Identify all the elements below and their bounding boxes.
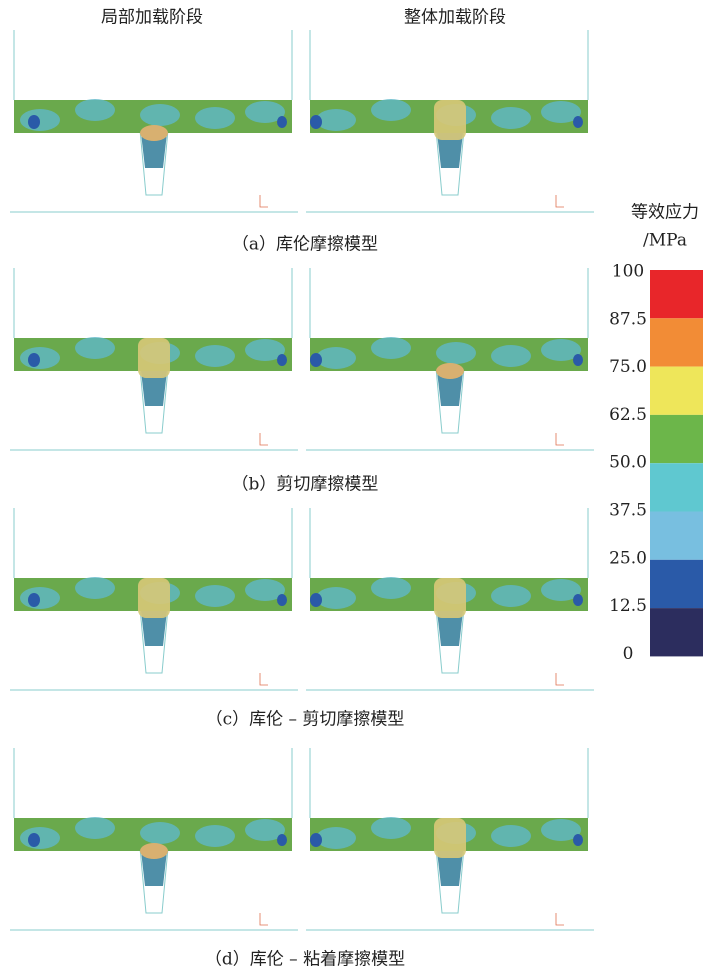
stress-zone xyxy=(434,818,466,858)
stress-patch xyxy=(371,99,411,121)
stress-patch xyxy=(371,577,411,599)
caption: （a）库伦摩擦模型 xyxy=(232,235,378,255)
legend-swatch xyxy=(650,512,703,560)
axis-glyph xyxy=(260,433,268,445)
caption: （b）剪切摩擦模型 xyxy=(232,475,379,495)
fem-panel xyxy=(306,508,594,690)
stress-patch xyxy=(195,585,235,607)
stress-patch xyxy=(316,587,356,609)
legend-swatch xyxy=(650,608,703,656)
legend-label: 37.5 xyxy=(609,501,647,521)
legend-swatch xyxy=(650,463,703,511)
stress-patch xyxy=(316,827,356,849)
axis-glyph xyxy=(556,195,564,207)
axis-glyph xyxy=(556,673,564,685)
stress-core xyxy=(573,594,583,606)
stress-patch xyxy=(371,817,411,839)
stress-core xyxy=(573,834,583,846)
stress-core xyxy=(310,833,322,847)
stress-core xyxy=(28,353,40,367)
stress-patch xyxy=(316,347,356,369)
fem-panel xyxy=(10,508,298,690)
stress-patch xyxy=(316,109,356,131)
stress-patch xyxy=(491,825,531,847)
stress-core xyxy=(277,594,287,606)
stress-patch xyxy=(75,99,115,121)
stress-core xyxy=(573,354,583,366)
legend-label: 25.0 xyxy=(609,548,647,568)
legend-label: 12.5 xyxy=(609,596,647,616)
axis-glyph xyxy=(556,433,564,445)
stress-zone xyxy=(140,843,168,859)
stress-core xyxy=(277,834,287,846)
column-header: 整体加载阶段 xyxy=(404,8,506,28)
stress-core xyxy=(573,116,583,128)
stress-zone xyxy=(436,363,464,379)
legend-title: 等效应力 xyxy=(631,203,699,223)
caption: （d）库伦 – 粘着摩擦模型 xyxy=(205,950,405,970)
stress-core xyxy=(28,833,40,847)
legend-unit: /MPa xyxy=(643,231,687,251)
legend-label: 62.5 xyxy=(609,405,647,425)
stress-patch xyxy=(491,345,531,367)
stress-patch xyxy=(20,109,60,131)
stress-patch xyxy=(195,825,235,847)
stress-patch xyxy=(491,585,531,607)
axis-glyph xyxy=(260,673,268,685)
stress-patch xyxy=(75,577,115,599)
stress-patch xyxy=(195,345,235,367)
legend-swatch xyxy=(650,560,703,608)
axis-glyph xyxy=(556,913,564,925)
stress-core xyxy=(310,353,322,367)
axis-glyph xyxy=(260,913,268,925)
fem-panel xyxy=(306,268,594,450)
legend-label: 75.0 xyxy=(609,357,647,377)
legend-swatch xyxy=(650,415,703,463)
legend-swatch xyxy=(650,367,703,415)
stress-core xyxy=(28,115,40,129)
legend: 100 87.5 75.0 62.5 50.0 37.5 25.0 12.5 0 xyxy=(609,262,703,664)
stress-zone xyxy=(434,100,466,140)
fem-panel xyxy=(306,30,594,212)
legend-label: 0 xyxy=(623,644,634,664)
stress-zone xyxy=(138,338,170,378)
stress-patch xyxy=(20,827,60,849)
fem-panel xyxy=(10,30,298,212)
figure: 局部加载阶段 整体加载阶段 （a）库伦摩擦模型 （b）剪切摩擦模型 （c）库伦 … xyxy=(0,0,712,973)
stress-patch xyxy=(436,342,476,364)
stress-patch xyxy=(371,337,411,359)
stress-patch xyxy=(491,107,531,129)
fem-panel xyxy=(306,748,594,930)
legend-swatch xyxy=(650,318,703,366)
legend-label: 87.5 xyxy=(609,309,647,329)
legend-label: 50.0 xyxy=(609,453,647,473)
stress-core xyxy=(28,593,40,607)
stress-zone xyxy=(140,125,168,141)
fem-panel xyxy=(10,268,298,450)
stress-core xyxy=(277,354,287,366)
stress-patch xyxy=(75,337,115,359)
stress-patch xyxy=(195,107,235,129)
stress-patch xyxy=(140,104,180,126)
stress-core xyxy=(277,116,287,128)
stress-core xyxy=(310,593,322,607)
legend-swatch xyxy=(650,270,703,318)
stress-patch xyxy=(140,822,180,844)
stress-core xyxy=(310,115,322,129)
stress-patch xyxy=(20,347,60,369)
caption: （c）库伦 – 剪切摩擦模型 xyxy=(206,710,405,730)
legend-label: 100 xyxy=(612,262,644,282)
stress-zone xyxy=(434,578,466,618)
column-header: 局部加载阶段 xyxy=(101,8,203,28)
stress-zone xyxy=(138,578,170,618)
axis-glyph xyxy=(260,195,268,207)
fem-panel xyxy=(10,748,298,930)
stress-patch xyxy=(20,587,60,609)
stress-patch xyxy=(75,817,115,839)
